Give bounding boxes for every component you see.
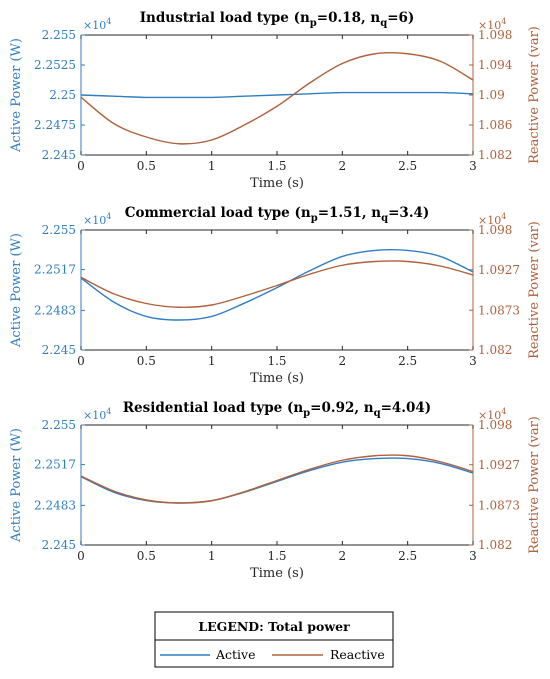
right-y-tick-label: 1.0927 xyxy=(478,263,520,277)
right-y-axis-label: Reactive Power (var) xyxy=(527,26,542,164)
active-series-line xyxy=(80,248,474,321)
right-y-tick-label: 1.082 xyxy=(478,538,512,552)
left-y-tick-label: 2.2517 xyxy=(34,458,76,472)
x-tick-label: 1 xyxy=(208,159,216,173)
x-tick-label: 1.5 xyxy=(267,354,286,368)
left-y-axis-label: Active Power (W) xyxy=(9,38,24,153)
left-y-tick-label: 2.255 xyxy=(42,418,76,432)
right-y-tick-label: 1.0873 xyxy=(478,303,520,317)
left-axis-multiplier: ×104 xyxy=(83,17,111,32)
x-tick-label: 0 xyxy=(77,354,85,368)
right-y-axis-label: Reactive Power (var) xyxy=(527,221,542,359)
legend: LEGEND: Total power Active Reactive xyxy=(154,611,394,668)
x-axis-label: Time (s) xyxy=(250,176,304,191)
chart-panel-3: Residential load type (np=0.92, nq=4.04)… xyxy=(9,400,542,581)
x-tick-label: 2 xyxy=(339,159,347,173)
x-tick-label: 1 xyxy=(208,549,216,563)
left-y-tick-label: 2.255 xyxy=(42,223,76,237)
x-tick-label: 2.5 xyxy=(398,549,417,563)
x-tick-label: 2 xyxy=(339,354,347,368)
left-y-tick-label: 2.2525 xyxy=(34,58,76,72)
x-tick-label: 1 xyxy=(208,354,216,368)
right-y-tick-label: 1.086 xyxy=(478,118,512,132)
chart-title: Residential load type (np=0.92, nq=4.04) xyxy=(123,400,431,419)
reactive-series-line xyxy=(80,51,474,145)
x-tick-label: 2.5 xyxy=(398,354,417,368)
x-tick-label: 3 xyxy=(469,549,477,563)
x-tick-label: 3 xyxy=(469,159,477,173)
left-y-tick-label: 2.25 xyxy=(49,88,76,102)
x-tick-label: 0.5 xyxy=(137,159,156,173)
reactive-series-line xyxy=(80,454,474,504)
right-y-tick-label: 1.094 xyxy=(478,58,513,72)
right-y-tick-label: 1.098 xyxy=(478,28,512,42)
right-y-tick-label: 1.082 xyxy=(478,148,512,162)
right-y-axis-label: Reactive Power (var) xyxy=(527,416,542,554)
x-tick-label: 1.5 xyxy=(267,159,286,173)
x-tick-label: 1.5 xyxy=(267,549,286,563)
active-series-line xyxy=(80,91,474,99)
right-y-tick-label: 1.082 xyxy=(478,343,512,357)
left-y-tick-label: 2.245 xyxy=(42,343,76,357)
left-y-tick-label: 2.245 xyxy=(42,538,76,552)
chart-panel-1: Industrial load type (np=0.18, nq=6) ×104… xyxy=(9,10,542,191)
left-y-tick-label: 2.2483 xyxy=(34,303,76,317)
right-y-tick-label: 1.0873 xyxy=(478,498,520,512)
right-y-tick-label: 1.0927 xyxy=(478,458,520,472)
legend-title: LEGEND: Total power xyxy=(198,619,350,634)
right-axis-multiplier: ×104 xyxy=(478,212,506,227)
left-y-tick-label: 2.2483 xyxy=(34,498,76,512)
left-y-tick-label: 2.245 xyxy=(42,148,76,162)
legend-label-active: Active xyxy=(215,647,256,662)
right-y-tick-label: 1.09 xyxy=(478,88,505,102)
left-y-tick-label: 2.2475 xyxy=(34,118,76,132)
left-axis-multiplier: ×104 xyxy=(83,212,111,227)
reactive-series-line xyxy=(80,260,474,309)
right-y-tick-label: 1.098 xyxy=(478,223,512,237)
x-tick-label: 0.5 xyxy=(137,549,156,563)
x-tick-label: 2 xyxy=(339,549,347,563)
x-tick-label: 2.5 xyxy=(398,159,417,173)
left-y-tick-label: 2.255 xyxy=(42,28,76,42)
left-y-axis-label: Active Power (W) xyxy=(9,428,24,543)
x-tick-label: 0 xyxy=(77,549,85,563)
x-axis-label: Time (s) xyxy=(250,566,304,581)
x-tick-label: 0 xyxy=(77,159,85,173)
right-axis-multiplier: ×104 xyxy=(478,407,506,422)
left-y-tick-label: 2.2517 xyxy=(34,263,76,277)
x-axis-label: Time (s) xyxy=(250,371,304,386)
right-axis-multiplier: ×104 xyxy=(478,17,506,32)
chart-title: Commercial load type (np=1.51, nq=3.4) xyxy=(125,205,430,224)
left-axis-multiplier: ×104 xyxy=(83,407,111,422)
left-y-axis-label: Active Power (W) xyxy=(9,233,24,348)
legend-label-reactive: Reactive xyxy=(330,647,385,662)
right-y-tick-label: 1.098 xyxy=(478,418,512,432)
x-tick-label: 3 xyxy=(469,354,477,368)
x-tick-label: 0.5 xyxy=(137,354,156,368)
chart-panel-2: Commercial load type (np=1.51, nq=3.4) ×1… xyxy=(9,205,542,386)
chart-title: Industrial load type (np=0.18, nq=6) xyxy=(140,10,415,29)
